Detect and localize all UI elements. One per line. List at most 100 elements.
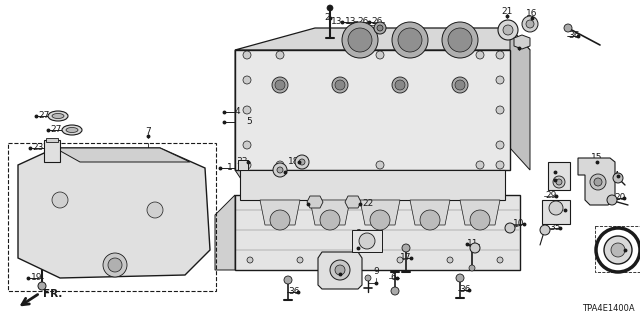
Bar	[44, 140, 60, 162]
Circle shape	[455, 80, 465, 90]
Circle shape	[496, 161, 504, 169]
Text: 2: 2	[324, 13, 330, 22]
Text: 20: 20	[614, 194, 625, 203]
Circle shape	[277, 167, 283, 173]
Text: 16: 16	[526, 9, 538, 18]
Text: 31: 31	[334, 255, 346, 264]
Circle shape	[611, 243, 625, 257]
Circle shape	[392, 22, 428, 58]
Circle shape	[320, 210, 340, 230]
Circle shape	[496, 76, 504, 84]
Text: 25: 25	[615, 245, 627, 254]
Circle shape	[397, 257, 403, 263]
Text: 10: 10	[513, 220, 525, 228]
Circle shape	[496, 106, 504, 114]
Circle shape	[476, 161, 484, 169]
Text: 27: 27	[38, 111, 50, 121]
Polygon shape	[235, 50, 510, 170]
Circle shape	[522, 16, 538, 32]
Circle shape	[370, 210, 390, 230]
Circle shape	[243, 161, 251, 169]
Circle shape	[456, 274, 464, 282]
Circle shape	[295, 155, 309, 169]
Circle shape	[469, 265, 475, 271]
Text: 21: 21	[501, 7, 513, 16]
Circle shape	[590, 174, 606, 190]
Circle shape	[452, 77, 468, 93]
Circle shape	[476, 51, 484, 59]
Circle shape	[613, 173, 623, 183]
Circle shape	[374, 22, 386, 34]
Circle shape	[276, 161, 284, 169]
Ellipse shape	[52, 114, 64, 118]
Circle shape	[391, 287, 399, 295]
Circle shape	[402, 244, 410, 252]
Circle shape	[276, 51, 284, 59]
Text: 35: 35	[549, 223, 561, 233]
Circle shape	[243, 76, 251, 84]
Text: 36: 36	[459, 285, 470, 294]
Text: 11: 11	[467, 239, 478, 249]
Polygon shape	[55, 148, 190, 162]
Text: 6: 6	[390, 274, 396, 283]
Text: 13: 13	[330, 18, 342, 27]
Ellipse shape	[48, 111, 68, 121]
Text: 28: 28	[554, 205, 565, 214]
Circle shape	[365, 275, 371, 281]
Text: FR.: FR.	[43, 289, 62, 299]
Circle shape	[470, 210, 490, 230]
Circle shape	[398, 28, 422, 52]
Circle shape	[498, 20, 518, 40]
Circle shape	[270, 210, 290, 230]
Text: 9: 9	[373, 267, 379, 276]
Circle shape	[607, 195, 617, 205]
Text: 8: 8	[355, 229, 361, 238]
Polygon shape	[215, 195, 235, 270]
Polygon shape	[235, 195, 520, 270]
Circle shape	[332, 77, 348, 93]
Circle shape	[505, 223, 515, 233]
Circle shape	[38, 282, 46, 290]
Circle shape	[496, 141, 504, 149]
Circle shape	[147, 202, 163, 218]
Circle shape	[347, 257, 353, 263]
Polygon shape	[360, 200, 400, 225]
Text: 26: 26	[358, 18, 369, 27]
Circle shape	[243, 141, 251, 149]
Bar	[46, 138, 58, 142]
Circle shape	[496, 51, 504, 59]
Text: 34: 34	[608, 172, 620, 180]
Polygon shape	[235, 50, 245, 185]
Circle shape	[556, 179, 562, 185]
Polygon shape	[510, 28, 530, 170]
Text: 30: 30	[549, 171, 561, 180]
Text: 1: 1	[227, 164, 233, 172]
Circle shape	[330, 260, 350, 280]
Circle shape	[447, 257, 453, 263]
Text: 18: 18	[288, 157, 300, 166]
Circle shape	[420, 210, 440, 230]
Circle shape	[103, 253, 127, 277]
Circle shape	[392, 77, 408, 93]
Polygon shape	[578, 158, 615, 205]
Circle shape	[273, 163, 287, 177]
Text: 27: 27	[51, 125, 62, 134]
Circle shape	[503, 25, 513, 35]
Polygon shape	[18, 148, 210, 278]
Polygon shape	[235, 28, 530, 50]
Polygon shape	[307, 196, 323, 208]
Circle shape	[395, 80, 405, 90]
Ellipse shape	[62, 125, 82, 135]
Polygon shape	[310, 200, 350, 225]
Polygon shape	[260, 200, 300, 225]
Circle shape	[553, 176, 565, 188]
Text: 22: 22	[363, 199, 374, 209]
Circle shape	[376, 161, 384, 169]
Circle shape	[52, 192, 68, 208]
Circle shape	[604, 236, 632, 264]
Bar	[238, 160, 248, 170]
Circle shape	[297, 257, 303, 263]
Polygon shape	[460, 200, 500, 225]
Circle shape	[272, 77, 288, 93]
Polygon shape	[514, 35, 530, 49]
